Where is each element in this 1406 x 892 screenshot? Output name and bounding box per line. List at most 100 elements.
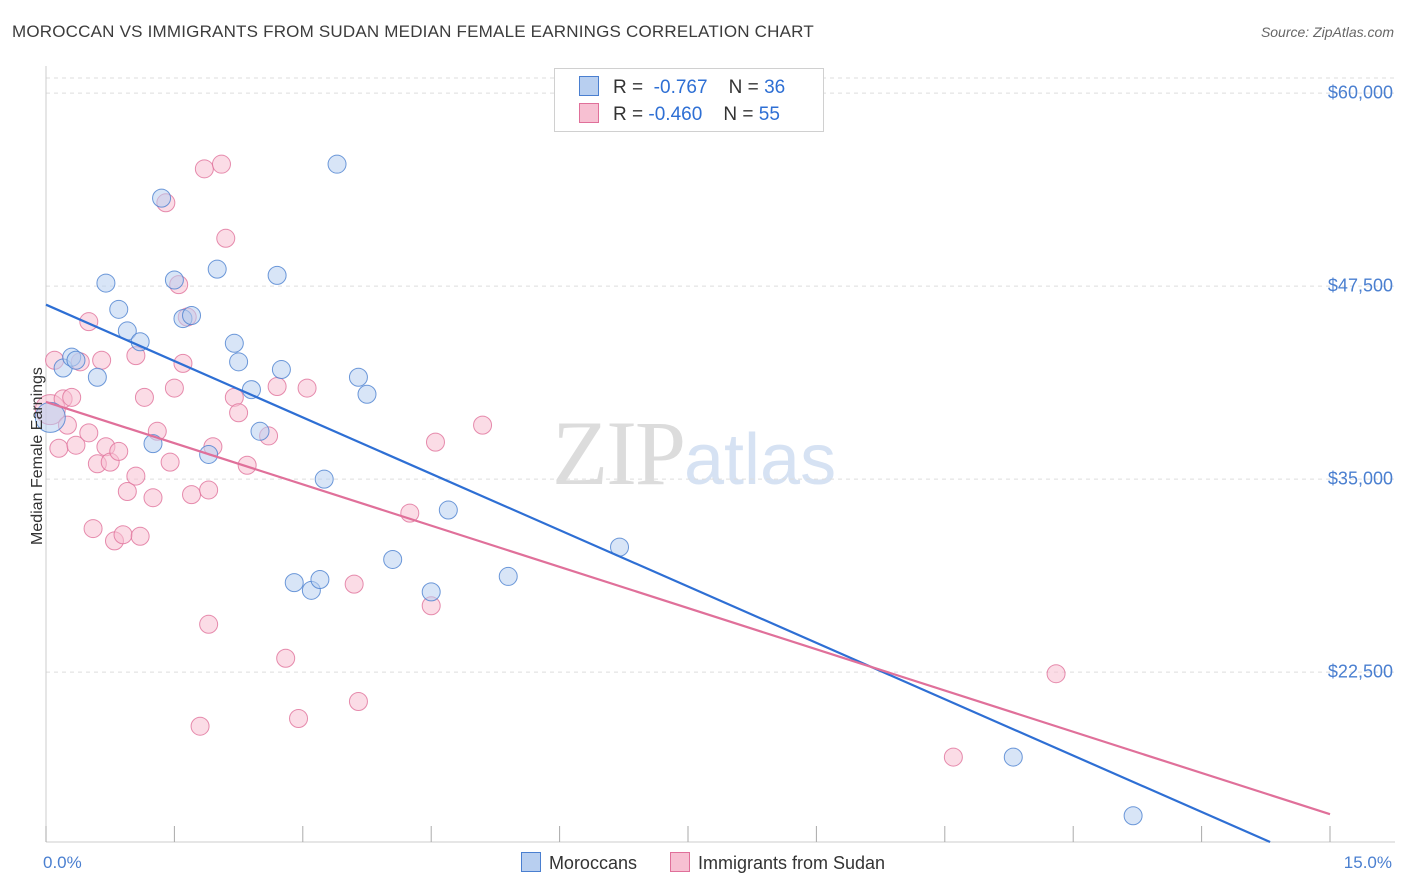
point-moroccans <box>284 573 304 593</box>
point-moroccans <box>348 367 368 387</box>
y-axis-label: Median Female Earnings <box>29 367 46 545</box>
point-sudan <box>425 432 445 452</box>
point-moroccans <box>310 570 330 590</box>
chart-title: MOROCCAN VS IMMIGRANTS FROM SUDAN MEDIAN… <box>12 22 814 41</box>
point-sudan <box>134 387 154 407</box>
point-sudan <box>130 526 150 546</box>
y-tick-label: $35,000 <box>1327 468 1393 489</box>
legend-item-moroccans: Moroccans <box>520 852 637 874</box>
legend-r-label: R = <box>613 104 644 125</box>
point-moroccans <box>1003 747 1023 767</box>
point-sudan <box>113 525 133 545</box>
legend-n-value: 36 <box>764 77 786 98</box>
point-moroccans <box>438 500 458 520</box>
series-moroccans-points <box>34 154 1143 826</box>
y-tick-label: $22,500 <box>1327 661 1393 682</box>
point-sudan <box>943 747 963 767</box>
point-sudan <box>79 423 99 443</box>
grid-lines <box>46 77 1395 673</box>
legend-label-moroccans: Moroccans <box>548 853 637 873</box>
point-sudan <box>194 159 214 179</box>
point-sudan <box>49 438 69 458</box>
point-sudan <box>276 648 296 668</box>
watermark-zip: ZIP <box>552 402 686 504</box>
series-legend: Moroccans Immigrants from Sudan <box>0 852 1406 874</box>
source-label: Source: ZipAtlas.com <box>1260 24 1394 40</box>
point-sudan <box>344 574 364 594</box>
point-moroccans <box>327 154 347 174</box>
point-moroccans <box>109 299 129 319</box>
point-moroccans <box>207 259 227 279</box>
point-sudan <box>199 480 219 500</box>
trend-line-moroccans <box>45 303 1271 844</box>
point-sudan <box>117 482 137 502</box>
point-sudan <box>267 377 287 397</box>
point-sudan <box>83 519 103 539</box>
point-moroccans <box>498 566 518 586</box>
point-moroccans <box>164 270 184 290</box>
correlation-legend: R = -0.767 N = 36 R = -0.460 N = 55 <box>554 68 824 132</box>
legend-n-value: 55 <box>758 104 780 125</box>
legend-r-value: -0.767 <box>653 77 708 98</box>
legend-r-value: -0.460 <box>648 104 703 125</box>
watermark-atlas: atlas <box>684 420 837 500</box>
point-sudan <box>126 466 146 486</box>
point-sudan <box>164 378 184 398</box>
point-sudan <box>297 378 317 398</box>
point-moroccans <box>421 582 441 602</box>
legend-swatch-blue <box>520 852 541 872</box>
point-moroccans <box>224 333 244 353</box>
point-sudan <box>92 350 112 370</box>
point-sudan <box>216 228 236 248</box>
legend-item-sudan: Immigrants from Sudan <box>669 852 886 874</box>
legend-row-sudan: R = -0.460 N = 55 <box>579 103 780 126</box>
point-sudan <box>237 455 257 475</box>
point-sudan <box>66 435 86 455</box>
point-moroccans <box>182 305 202 325</box>
point-moroccans <box>96 273 116 293</box>
point-sudan <box>473 415 493 435</box>
point-moroccans <box>271 360 291 380</box>
series-sudan-points <box>34 154 1066 767</box>
point-sudan <box>190 716 210 736</box>
axes <box>45 66 1395 843</box>
point-sudan <box>199 614 219 634</box>
point-moroccans <box>229 352 249 372</box>
point-moroccans <box>87 367 107 387</box>
x-tick-label-max: 15.0% <box>1343 853 1392 872</box>
x-tick-label-min: 0.0% <box>43 853 82 872</box>
point-sudan <box>109 441 129 461</box>
y-tick-label: $60,000 <box>1327 82 1393 103</box>
point-moroccans <box>1123 806 1143 826</box>
point-moroccans <box>66 350 86 370</box>
legend-r-label: R = <box>613 77 644 98</box>
legend-row-moroccans: R = -0.767 N = 36 <box>579 76 785 99</box>
point-sudan <box>160 452 180 472</box>
point-sudan <box>211 154 231 174</box>
point-sudan <box>289 708 309 728</box>
point-sudan <box>348 691 368 711</box>
legend-n-label: N = <box>728 77 759 98</box>
legend-swatch-pink <box>669 852 690 872</box>
y-tick-label: $47,500 <box>1327 275 1393 296</box>
point-moroccans <box>314 469 334 489</box>
point-sudan <box>229 403 249 423</box>
legend-swatch-pink <box>579 103 599 123</box>
trend-lines <box>45 303 1331 844</box>
point-moroccans <box>250 421 270 441</box>
legend-swatch-blue <box>579 76 599 96</box>
point-moroccans <box>241 380 261 400</box>
point-moroccans <box>267 265 287 285</box>
point-sudan <box>143 488 163 508</box>
legend-n-label: N = <box>723 104 754 125</box>
point-moroccans <box>152 188 172 208</box>
watermark: ZIPatlas <box>552 400 836 506</box>
point-moroccans <box>357 384 377 404</box>
point-moroccans <box>143 434 163 454</box>
point-sudan <box>182 485 202 505</box>
point-sudan <box>173 353 193 373</box>
point-sudan <box>1046 664 1066 684</box>
trend-line-sudan <box>45 400 1331 816</box>
legend-label-sudan: Immigrants from Sudan <box>697 853 886 873</box>
